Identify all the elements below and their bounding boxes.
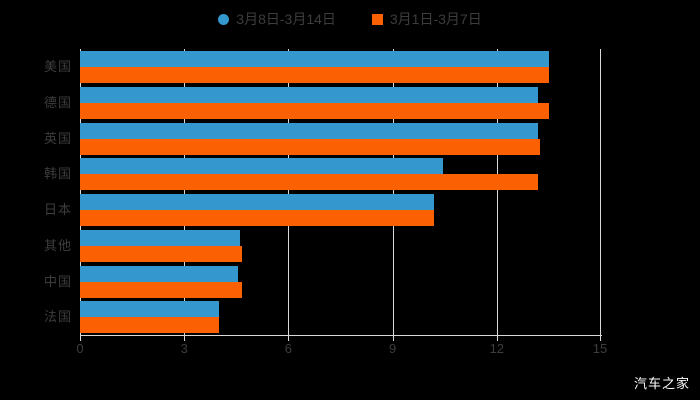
bar-rows <box>80 49 601 335</box>
x-tick-mark <box>184 336 186 341</box>
bar-group <box>80 121 601 157</box>
bar-series-a[interactable] <box>80 229 240 246</box>
watermark: 汽车之家 <box>633 376 690 391</box>
bar-series-b[interactable] <box>80 102 549 119</box>
x-tick-label: 9 <box>388 341 397 356</box>
legend-square-marker-icon <box>371 13 383 25</box>
x-tick-label: 15 <box>592 341 608 356</box>
y-axis-labels: 美国德国英国韩国日本其他中国法国 <box>0 49 72 335</box>
y-tick-label: 日本 <box>43 202 72 217</box>
y-tick-label: 韩国 <box>43 166 72 182</box>
bar-series-b[interactable] <box>80 67 549 83</box>
bar-series-b[interactable] <box>80 317 219 334</box>
bar-group <box>80 228 601 264</box>
bar-group <box>80 299 601 335</box>
x-tick-label: 6 <box>284 341 293 356</box>
x-tick-mark <box>288 336 290 341</box>
y-tick-label: 其他 <box>43 237 72 253</box>
bar-group <box>80 49 601 85</box>
y-tick-label: 美国 <box>43 59 72 74</box>
bar-series-a[interactable] <box>80 122 539 139</box>
bar-series-b[interactable] <box>80 281 242 298</box>
bar-group <box>80 85 601 121</box>
bar-series-a[interactable] <box>80 86 539 103</box>
bar-group <box>80 192 601 228</box>
bar-series-a[interactable] <box>80 265 239 282</box>
legend-label-series-b: 3月1日-3月7日 <box>389 11 482 27</box>
x-tick-mark <box>496 336 498 341</box>
bar-series-a[interactable] <box>80 51 549 67</box>
x-tick-mark <box>80 336 81 341</box>
bar-group <box>80 156 601 192</box>
x-tick-label: 3 <box>180 341 188 356</box>
bar-series-b[interactable] <box>80 138 541 155</box>
legend-item-series-a[interactable]: 3月8日-3月14日 <box>218 12 336 26</box>
legend-circle-marker-icon <box>218 13 230 25</box>
x-tick-label: 12 <box>489 341 505 356</box>
x-tick-mark <box>600 336 601 341</box>
legend-item-series-b[interactable]: 3月1日-3月7日 <box>371 11 482 27</box>
bar-series-a[interactable] <box>80 194 435 210</box>
y-tick-label: 英国 <box>43 130 72 146</box>
bar-series-b[interactable] <box>80 174 539 191</box>
y-tick-label: 德国 <box>43 94 72 110</box>
x-tick-mark <box>392 336 394 341</box>
chart-legend: 3月8日-3月14日 3月1日-3月7日 <box>0 6 700 32</box>
plot-area <box>80 49 601 335</box>
bar-series-a[interactable] <box>80 158 443 175</box>
x-tick-label: 0 <box>76 341 84 356</box>
bar-series-a[interactable] <box>80 301 219 318</box>
x-axis-ticks: 0 3 6 9 12 15 <box>76 336 607 358</box>
y-tick-label: 中国 <box>43 273 72 289</box>
y-tick-label: 法国 <box>43 309 72 325</box>
x-axis-line <box>80 335 602 336</box>
legend-label-series-a: 3月8日-3月14日 <box>236 11 336 27</box>
bar-series-b[interactable] <box>80 210 435 226</box>
bar-group <box>80 264 601 300</box>
bar-series-b[interactable] <box>80 245 242 262</box>
